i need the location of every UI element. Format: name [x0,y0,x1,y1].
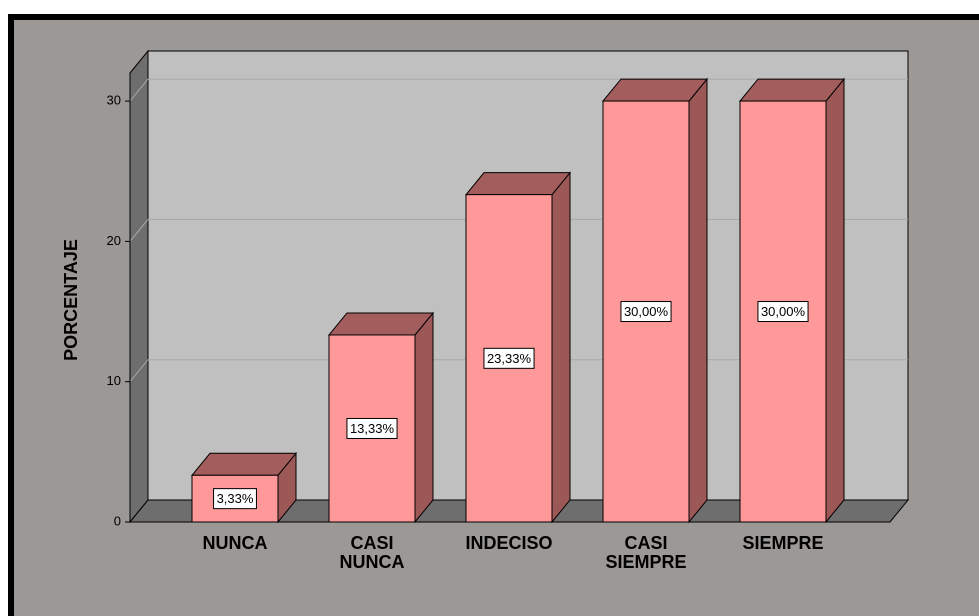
value-label: 30,00% [624,304,669,319]
value-label-box [483,347,535,369]
left-wall [129,49,149,524]
x-tick-label: INDECISO [465,533,553,553]
x-tick-label: SIEMPRE [742,533,824,553]
value-label: 30,00% [761,304,806,319]
x-tick-label: CASI SIEMPRE [605,533,687,572]
value-label: 23,33% [487,351,532,366]
value-label-box [346,417,398,439]
value-label-box [757,301,809,323]
bar-top [738,78,846,102]
x-tick-label: CASI NUNCA [339,533,405,572]
bar-top [601,78,709,102]
bar-side [414,311,434,524]
bar-side [688,77,708,524]
x-tick-label: NUNCA [202,533,268,553]
value-label: 3,33% [217,491,254,506]
bar-side [551,171,571,524]
value-label-box [213,488,257,510]
y-tick-label: 0 [114,513,121,528]
grid-line-side [129,359,149,383]
value-label-box [620,301,672,323]
grid-line-side [129,219,149,242]
y-axis-label: PORCENTAJE [61,239,81,361]
bar-top [190,452,298,476]
y-tick-label: 10 [107,373,121,388]
bar-top [464,172,572,196]
value-label: 13,33% [350,421,395,436]
y-tick-label: 30 [107,93,121,108]
y-tick-label: 20 [107,233,121,248]
grid-line-side [129,78,149,102]
bar-side [825,77,845,524]
bar-top [327,312,435,336]
